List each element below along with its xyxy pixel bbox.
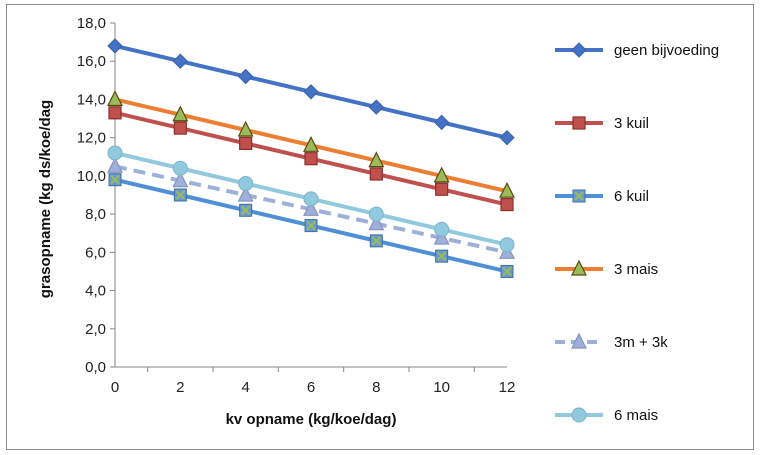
- data-point: [173, 121, 187, 135]
- data-point: [239, 203, 253, 217]
- legend-item: 3 mais: [555, 259, 658, 278]
- data-point: [303, 199, 319, 216]
- y-axis-title: grasopname (kg ds/koe/dag: [37, 100, 54, 298]
- data-point: [304, 219, 318, 233]
- y-tick-label: 18,0: [77, 15, 106, 32]
- data-point: [368, 206, 384, 222]
- x-tick-label: 6: [307, 379, 315, 396]
- data-point: [433, 114, 450, 131]
- marker-cross: [436, 251, 447, 261]
- data-point: [571, 42, 587, 58]
- data-point: [571, 407, 587, 423]
- series-geen-bijvoeding: [107, 38, 515, 146]
- chart-frame: 0,0 2,0 4,0 6,0 8,0 10,0 12,0 14,0 16,0 18,0 0 2 4 6…: [6, 4, 754, 450]
- data-point: [107, 156, 123, 173]
- y-tick-label: 16,0: [77, 53, 106, 70]
- data-point: [172, 171, 189, 188]
- legend-label: 3m + 3k: [614, 334, 668, 351]
- data-point: [303, 135, 319, 152]
- data-point: [107, 145, 123, 161]
- marker-cross: [306, 220, 316, 231]
- x-axis-ticks: 0 2 4 6 8 10 12: [111, 367, 516, 396]
- data-point: [172, 53, 189, 69]
- data-point: [172, 160, 188, 176]
- y-tick-label: 8,0: [85, 206, 106, 223]
- data-point: [304, 152, 318, 166]
- y-tick-label: 6,0: [85, 244, 106, 261]
- data-point: [108, 173, 122, 187]
- data-point: [237, 120, 254, 137]
- data-point: [500, 197, 514, 212]
- legend-item: 3m + 3k: [555, 332, 668, 351]
- data-point: [433, 166, 450, 183]
- y-tick-label: 10,0: [77, 168, 106, 185]
- data-point: [237, 68, 254, 85]
- data-point: [108, 106, 122, 120]
- data-point: [173, 188, 187, 202]
- legend-label: geen bijvoeding: [614, 42, 719, 59]
- legend-item: 6 mais: [555, 407, 658, 424]
- data-point: [571, 332, 587, 349]
- legend: geen bijvoeding 3 kuil 6 kuil 3 mais 3m + 3k…: [555, 42, 719, 424]
- marker-cross: [175, 190, 186, 200]
- y-axis-ticks: 0,0 2,0 4,0 6,0 8,0 10,0 12,0 14,0 16,0 18,0: [77, 15, 115, 376]
- data-point: [237, 185, 254, 202]
- series-3-mais: [107, 90, 515, 198]
- data-point: [368, 99, 385, 115]
- data-point: [435, 182, 449, 196]
- data-point: [499, 237, 515, 253]
- data-point: [369, 234, 383, 248]
- data-point: [303, 84, 319, 100]
- series-group: [107, 38, 515, 278]
- data-point: [572, 116, 586, 130]
- legend-label: 6 mais: [614, 407, 658, 424]
- data-point: [434, 221, 450, 237]
- legend-label: 6 kuil: [614, 188, 649, 205]
- marker-cross: [502, 266, 512, 277]
- series-3-kuil: [108, 106, 514, 212]
- data-point: [572, 189, 586, 203]
- y-tick-label: 4,0: [85, 283, 106, 300]
- series-6-mais: [107, 145, 515, 253]
- data-point: [433, 228, 450, 245]
- legend-label: 3 kuil: [614, 115, 649, 132]
- series-6-kuil: [108, 173, 514, 278]
- data-point: [239, 136, 253, 150]
- y-tick-label: 2,0: [85, 321, 106, 338]
- marker-cross: [574, 191, 584, 201]
- y-tick-label: 14,0: [77, 91, 106, 108]
- x-tick-label: 2: [176, 379, 184, 396]
- data-point: [368, 214, 385, 231]
- data-point: [303, 191, 319, 207]
- data-point: [368, 151, 385, 168]
- x-axis-title: kv opname (kg/koe/dag): [226, 411, 397, 428]
- data-point: [107, 90, 123, 107]
- x-tick-label: 0: [111, 379, 119, 396]
- data-point: [172, 105, 189, 122]
- x-tick-label: 4: [241, 379, 249, 396]
- data-point: [571, 259, 587, 276]
- data-point: [499, 181, 515, 198]
- data-point: [107, 38, 123, 54]
- data-point: [435, 249, 449, 263]
- legend-label: 3 mais: [614, 261, 658, 278]
- legend-item: 6 kuil: [555, 188, 649, 205]
- legend-item: 3 kuil: [555, 115, 649, 132]
- data-point: [238, 176, 254, 192]
- marker-cross: [110, 175, 120, 185]
- marker-cross: [240, 205, 251, 215]
- y-tick-label: 0,0: [85, 359, 106, 376]
- x-tick-label: 8: [372, 379, 380, 396]
- marker-cross: [371, 236, 382, 246]
- axes: [114, 23, 507, 368]
- line-chart: 0,0 2,0 4,0 6,0 8,0 10,0 12,0 14,0 16,0 18,0 0 2 4 6…: [37, 15, 719, 428]
- data-point: [369, 167, 383, 181]
- x-tick-label: 12: [499, 379, 516, 396]
- data-point: [500, 264, 514, 278]
- y-tick-label: 12,0: [77, 130, 106, 147]
- x-tick-label: 10: [433, 379, 450, 396]
- series-3m-3k: [107, 156, 515, 259]
- legend-item: geen bijvoeding: [555, 42, 719, 59]
- data-point: [499, 129, 515, 146]
